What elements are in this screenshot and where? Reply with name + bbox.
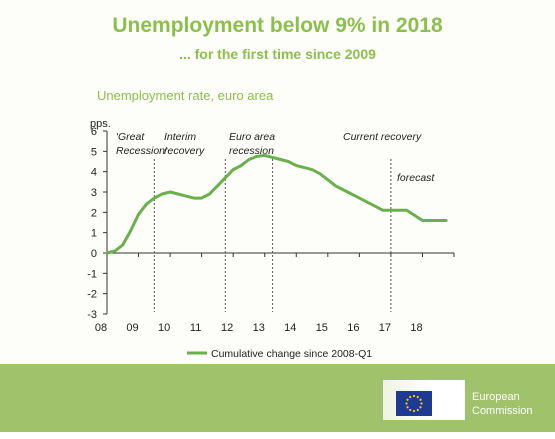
eu-flag-icon: [396, 391, 432, 416]
phase-label: recovery: [164, 145, 205, 157]
phase-label: Current recovery: [343, 131, 422, 143]
commission-logo-text: European Commission: [472, 390, 533, 418]
x-tick-label: 14: [284, 322, 296, 334]
phase-label: recession: [229, 145, 274, 157]
flag-star-icon: [409, 408, 412, 412]
y-tick-label: -1: [87, 268, 97, 280]
y-axis-label: pps.: [90, 118, 111, 130]
y-tick-label: -3: [87, 309, 97, 321]
slide-title: Unemployment below 9% in 2018: [112, 14, 443, 37]
flag-star-icon: [412, 394, 416, 398]
flag-star-icon: [406, 398, 409, 401]
flag-star-icon: [412, 409, 416, 413]
y-tick-label: 6: [91, 126, 97, 138]
phase-label: Euro area: [229, 131, 275, 143]
flag-star-icon: [416, 395, 419, 399]
x-tick-label: 17: [379, 322, 391, 334]
slide-subtitle: ... for the first time since 2009: [179, 46, 376, 62]
flag-star-icon: [405, 402, 408, 405]
flag-star-icon: [409, 395, 412, 399]
y-tick-label: 4: [91, 167, 97, 179]
flag-star-icon: [416, 408, 419, 412]
x-tick-label: 12: [221, 322, 233, 334]
y-tick-label: 5: [91, 146, 97, 158]
series-line: [105, 153, 448, 255]
y-tick-label: 1: [91, 228, 97, 240]
x-tick-label: 09: [126, 322, 138, 334]
x-tick-label: 13: [253, 322, 265, 334]
legend-entry: Cumulative change since 2008-Q1: [211, 348, 372, 360]
y-tick-label: 2: [91, 207, 97, 219]
x-tick-label: 08: [95, 322, 107, 334]
footer-bottom-strip: [0, 432, 555, 439]
y-tick-label: 3: [91, 187, 97, 199]
x-tick-label: 16: [347, 322, 359, 334]
flag-star-icon: [419, 406, 422, 409]
phase-label: forecast: [397, 172, 435, 184]
x-tick-label: 10: [158, 322, 170, 334]
x-tick-label: 15: [316, 322, 328, 334]
flag-star-icon: [419, 398, 422, 401]
logo-line-1: European: [472, 391, 520, 403]
flag-star-icon: [420, 402, 423, 405]
phase-label: 'Great: [116, 131, 145, 143]
x-tick-label: 11: [190, 322, 201, 334]
phase-label: Recession': [116, 145, 168, 157]
y-tick-label: -2: [87, 289, 97, 301]
x-tick-label: 18: [410, 322, 422, 334]
logo-line-2: Commission: [472, 405, 533, 417]
flag-star-icon: [406, 406, 409, 409]
phase-label: Interim: [164, 131, 196, 143]
y-tick-label: 0: [91, 248, 97, 260]
chart-title: Unemployment rate, euro area: [97, 88, 274, 103]
